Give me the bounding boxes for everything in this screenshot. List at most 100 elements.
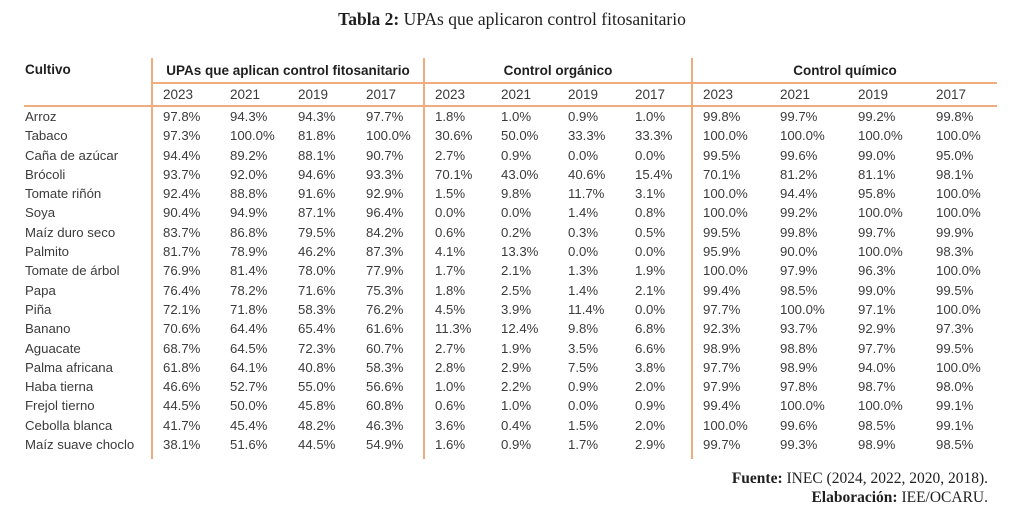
- value-cell: 6.6%: [635, 340, 666, 356]
- year-header: 2021: [770, 83, 848, 107]
- value-cell: 94.3%: [298, 109, 336, 124]
- value-cell: 81.2%: [780, 166, 818, 182]
- value-cell: 1.8%: [423, 106, 491, 127]
- value-cell: 44.5%: [298, 437, 336, 453]
- value-cell: 100.0%: [691, 203, 770, 223]
- value-cell: 44.5%: [151, 396, 220, 416]
- value-cell: 98.5%: [936, 437, 974, 453]
- value-cell: 2.9%: [501, 359, 532, 375]
- separator-tail-row: [24, 454, 997, 460]
- table-row: Soya 90.4% 94.9% 87.1% 96.4% 0.0% 0.0% 1.4% 0.8%…: [24, 203, 997, 223]
- value-cell: 1.9%: [501, 340, 532, 356]
- value-cell: 0.9%: [568, 379, 599, 395]
- value-cell: 99.4%: [691, 280, 770, 300]
- table-row: Papa 76.4% 78.2% 71.6% 75.3% 1.8% 2.5% 1.4% 2.1%…: [24, 280, 997, 300]
- table-row: Palma africana 61.8% 64.1% 40.8% 58.3% 2.8% 2.…: [24, 357, 997, 378]
- cultivo-cell: Cebolla blanca: [25, 417, 113, 433]
- value-cell: 45.8%: [298, 398, 336, 414]
- value-cell: 3.8%: [635, 359, 666, 375]
- spacer-cell: [423, 454, 692, 460]
- value-cell: 100.0%: [366, 128, 411, 144]
- value-cell: 13.3%: [501, 244, 539, 260]
- year-header: 2019: [288, 83, 356, 107]
- cultivo-cell: Maíz duro seco: [25, 224, 116, 240]
- value-cell: 90.0%: [780, 244, 818, 260]
- value-cell: 100.0%: [936, 359, 981, 375]
- value-cell: 7.5%: [568, 359, 599, 375]
- cultivo-cell: Tabaco: [25, 128, 68, 144]
- value-cell: 81.1%: [858, 166, 896, 182]
- table-title-text: UPAs que aplicaron control fitosanitario: [399, 9, 686, 29]
- value-cell: 97.7%: [858, 340, 896, 356]
- value-cell: 88.1%: [298, 147, 336, 163]
- source-note: Fuente: INEC (2024, 2022, 2020, 2018). E…: [732, 469, 988, 507]
- value-cell: 0.0%: [568, 147, 599, 163]
- value-cell: 3.9%: [501, 301, 532, 317]
- value-cell: 0.8%: [635, 205, 666, 221]
- value-cell: 97.8%: [780, 379, 818, 395]
- value-cell: 38.1%: [151, 435, 220, 455]
- value-cell: 0.6%: [423, 396, 491, 416]
- value-cell: 64.5%: [230, 340, 268, 356]
- value-cell: 95.0%: [936, 147, 974, 163]
- value-cell: 99.9%: [936, 224, 974, 240]
- table-row: Arroz 97.8% 94.3% 94.3% 97.7% 1.8% 1.0% 0.9% 1.0…: [24, 106, 997, 127]
- value-cell: 0.9%: [635, 398, 666, 414]
- value-cell: 2.7%: [423, 145, 491, 165]
- value-cell: 40.8%: [298, 359, 336, 375]
- value-cell: 99.6%: [780, 417, 818, 433]
- value-cell: 2.1%: [501, 263, 532, 279]
- value-cell: 94.9%: [230, 205, 268, 221]
- value-cell: 100.0%: [936, 128, 981, 144]
- value-cell: 41.7%: [151, 415, 220, 436]
- value-cell: 2.8%: [423, 357, 491, 378]
- value-cell: 3.1%: [635, 186, 666, 202]
- value-cell: 9.8%: [501, 186, 532, 202]
- value-cell: 64.4%: [230, 321, 268, 337]
- value-cell: 97.7%: [691, 357, 770, 378]
- elaboracion-label: Elaboración:: [811, 489, 898, 506]
- value-cell: 50.0%: [230, 398, 268, 414]
- value-cell: 54.9%: [366, 437, 404, 453]
- value-cell: 98.5%: [780, 282, 818, 298]
- value-cell: 9.8%: [568, 321, 599, 337]
- value-cell: 70.1%: [423, 164, 491, 185]
- value-cell: 99.0%: [858, 282, 896, 298]
- header-row-groups: Cultivo UPAs que aplican control fitosani…: [24, 58, 997, 107]
- elaboracion-text: IEE/OCARU.: [897, 489, 988, 506]
- value-cell: 97.3%: [151, 126, 220, 146]
- value-cell: 1.7%: [423, 261, 491, 281]
- value-cell: 99.1%: [936, 398, 974, 414]
- value-cell: 98.1%: [936, 166, 974, 182]
- value-cell: 55.0%: [298, 379, 336, 395]
- value-cell: 46.3%: [366, 417, 404, 433]
- table-row: Tabaco 97.3% 100.0% 81.8% 100.0% 30.6% 50.0% 33…: [24, 126, 997, 146]
- table-row: Haba tierna 46.6% 52.7% 55.0% 56.6% 1.0% 2.2% 0…: [24, 377, 997, 397]
- value-cell: 100.0%: [858, 128, 903, 144]
- value-cell: 100.0%: [858, 205, 903, 221]
- value-cell: 65.4%: [298, 321, 336, 337]
- value-cell: 58.3%: [366, 359, 404, 375]
- value-cell: 0.0%: [635, 244, 666, 260]
- value-cell: 68.7%: [151, 338, 220, 358]
- value-cell: 86.8%: [230, 224, 268, 240]
- value-cell: 97.1%: [858, 301, 896, 317]
- value-cell: 94.4%: [151, 145, 220, 165]
- value-cell: 56.6%: [366, 379, 404, 395]
- table-head: Cultivo UPAs que aplican control fitosani…: [24, 58, 997, 107]
- value-cell: 2.7%: [423, 338, 491, 358]
- value-cell: 4.5%: [423, 299, 491, 320]
- value-cell: 99.0%: [858, 147, 896, 163]
- value-cell: 0.0%: [423, 203, 491, 223]
- value-cell: 1.0%: [501, 109, 532, 124]
- value-cell: 100.0%: [691, 415, 770, 436]
- table-row: Tomate riñón 92.4% 88.8% 91.6% 92.9% 1.5% 9.8%…: [24, 184, 997, 204]
- value-cell: 100.0%: [858, 244, 903, 260]
- value-cell: 1.4%: [568, 205, 599, 221]
- elaboracion-line: Elaboración: IEE/OCARU.: [732, 488, 988, 507]
- value-cell: 100.0%: [691, 184, 770, 204]
- value-cell: 72.3%: [298, 340, 336, 356]
- value-cell: 99.1%: [936, 417, 974, 433]
- value-cell: 0.0%: [635, 147, 666, 163]
- cultivo-header: Cultivo: [24, 58, 152, 107]
